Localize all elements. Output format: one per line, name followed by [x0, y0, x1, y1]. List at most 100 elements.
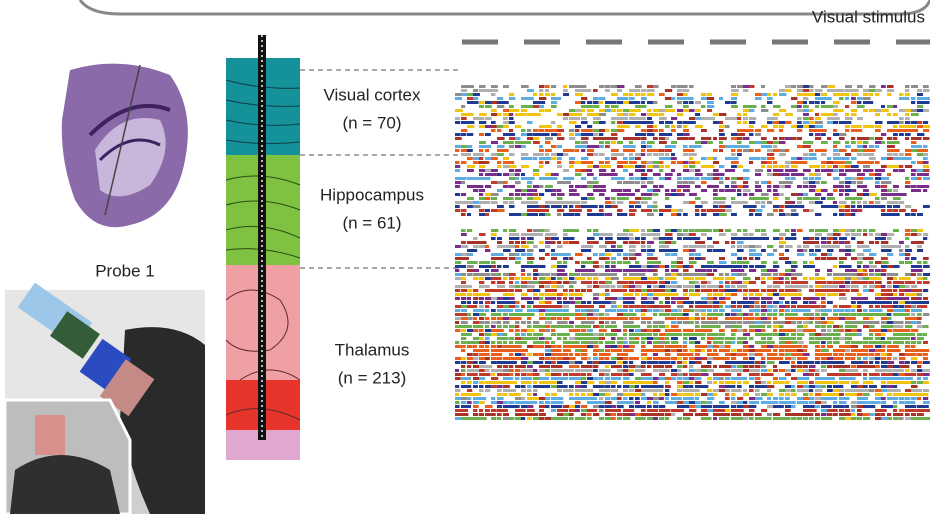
- spike: [755, 385, 762, 388]
- spike: [491, 409, 497, 412]
- spike: [605, 377, 610, 380]
- spike: [683, 405, 690, 408]
- spike: [569, 273, 576, 276]
- spike: [551, 189, 557, 192]
- spike: [797, 185, 802, 188]
- spike: [785, 213, 791, 216]
- spike: [659, 293, 665, 296]
- spike: [851, 301, 856, 304]
- spike: [767, 201, 772, 204]
- spike: [671, 361, 676, 364]
- spike: [821, 317, 825, 320]
- spike: [683, 85, 688, 88]
- spike: [809, 121, 815, 124]
- spike: [755, 289, 759, 292]
- spike: [917, 261, 921, 264]
- spike: [647, 93, 654, 96]
- spike: [779, 129, 783, 132]
- spike: [497, 373, 503, 376]
- spike: [857, 385, 863, 388]
- spike: [497, 405, 502, 408]
- spike: [479, 369, 485, 372]
- spike: [629, 181, 635, 184]
- spike: [479, 153, 484, 156]
- spike: [611, 337, 616, 340]
- spike: [797, 245, 801, 248]
- spike: [545, 393, 550, 396]
- spike: [857, 117, 863, 120]
- spike: [713, 389, 719, 392]
- spike: [665, 417, 669, 420]
- spike: [767, 389, 771, 392]
- spike: [647, 145, 652, 148]
- spike: [611, 341, 615, 344]
- spike: [665, 241, 671, 244]
- spike: [749, 305, 754, 308]
- spike: [467, 313, 471, 316]
- spike: [665, 281, 670, 284]
- spike: [635, 405, 641, 408]
- spike: [917, 321, 921, 324]
- spike: [725, 377, 730, 380]
- spike: [575, 149, 579, 152]
- spike: [719, 289, 725, 292]
- spike: [713, 405, 720, 408]
- spike: [575, 209, 582, 212]
- spike: [845, 157, 850, 160]
- spike: [635, 181, 640, 184]
- spike: [557, 241, 561, 244]
- spike: [737, 309, 742, 312]
- spike: [641, 305, 647, 308]
- spike: [863, 193, 869, 196]
- spike: [731, 85, 736, 88]
- spike: [497, 145, 505, 148]
- spike: [497, 137, 505, 140]
- spike: [797, 337, 802, 340]
- spike: [755, 97, 761, 100]
- spike: [809, 361, 814, 364]
- spike: [617, 189, 622, 192]
- spike: [917, 405, 923, 408]
- spike: [605, 269, 611, 272]
- spike: [773, 329, 777, 332]
- spike: [881, 329, 887, 332]
- spike: [623, 113, 628, 116]
- spike: [917, 161, 923, 164]
- spike: [671, 313, 677, 316]
- spike: [647, 389, 653, 392]
- spike: [653, 357, 659, 360]
- spike: [479, 245, 485, 248]
- spike: [893, 149, 900, 152]
- spike: [827, 345, 833, 348]
- spike: [737, 129, 743, 132]
- spike: [815, 297, 820, 300]
- spike: [911, 129, 918, 132]
- spike: [611, 137, 618, 140]
- spike: [773, 305, 777, 308]
- spike: [587, 169, 592, 172]
- spike: [629, 373, 634, 376]
- spike: [725, 349, 730, 352]
- spike: [737, 137, 743, 140]
- spike: [725, 405, 729, 408]
- spike: [839, 361, 844, 364]
- spike: [527, 177, 535, 180]
- spike: [851, 89, 859, 92]
- spike: [821, 305, 826, 308]
- spike: [647, 405, 652, 408]
- spike: [575, 341, 580, 344]
- spike: [743, 85, 750, 88]
- spike: [467, 269, 473, 272]
- spike: [743, 285, 747, 288]
- spike: [683, 105, 689, 108]
- spike: [647, 177, 653, 180]
- spike: [791, 361, 795, 364]
- spike: [659, 345, 664, 348]
- spike: [905, 97, 909, 100]
- spike: [923, 301, 929, 304]
- spike: [509, 93, 514, 96]
- spike: [665, 345, 671, 348]
- spike: [557, 397, 563, 400]
- spike: [779, 181, 785, 184]
- spike: [515, 253, 520, 256]
